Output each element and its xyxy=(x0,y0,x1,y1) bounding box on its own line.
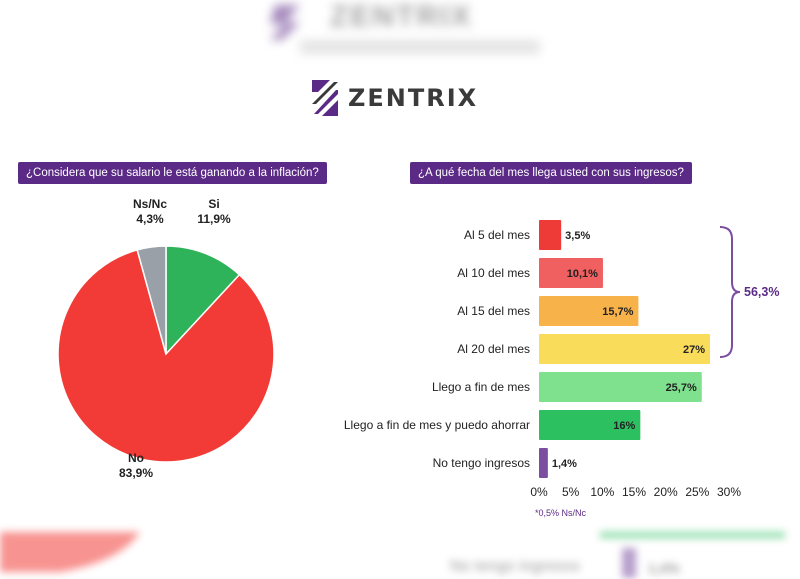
bar-category-label: No tengo ingresos xyxy=(433,456,530,470)
pie-slice-si-value-label: 11,9% xyxy=(197,212,231,226)
blurred-shapes xyxy=(0,532,785,578)
blurred-brand-text: ZENTRIX xyxy=(330,0,473,33)
pie-slice-ns-nc xyxy=(136,245,167,355)
bar-4 xyxy=(539,334,710,364)
pie-slice-no xyxy=(57,248,275,463)
x-tick-label: 25% xyxy=(685,485,709,499)
blurred-bottom-label: No tengo ingresos xyxy=(450,558,580,575)
pie-chart-title: ¿Considera que su salario le está ganand… xyxy=(18,162,327,184)
bar-1 xyxy=(539,220,562,250)
footnote: *0,5% Ns/Nc xyxy=(535,508,587,518)
bracket-icon xyxy=(719,226,741,358)
x-tick-label: 0% xyxy=(530,485,548,499)
zentrix-logo-icon xyxy=(312,80,338,116)
bar-category-label: Llego a fin de mes y puedo ahorrar xyxy=(344,418,530,432)
x-tick-label: 5% xyxy=(562,485,580,499)
pie-slice-si xyxy=(165,245,241,356)
bar-value-label: 1,4% xyxy=(552,458,577,470)
bar-2 xyxy=(539,258,603,288)
bar-value-label: 27% xyxy=(683,344,705,356)
bar-7 xyxy=(539,448,548,478)
bar-value-label: 10,1% xyxy=(567,268,598,280)
bar-category-label: Al 10 del mes xyxy=(457,266,530,280)
bar-category-label: Al 20 del mes xyxy=(457,342,530,356)
brand-logo: ZENTRIX xyxy=(308,78,478,118)
pie-slice-ns-nc-label: Ns/Nc xyxy=(133,197,167,211)
x-tick-label: 10% xyxy=(590,485,614,499)
bar-value-label: 15,7% xyxy=(602,306,633,318)
x-tick-label: 15% xyxy=(622,485,646,499)
bar-category-label: Al 5 del mes xyxy=(464,228,530,242)
bar-value-label: 3,5% xyxy=(565,230,590,242)
blurred-logo-icon xyxy=(270,5,540,54)
bar-value-label: 25,7% xyxy=(666,382,697,394)
blurred-header-echo: ZENTRIX xyxy=(0,0,800,58)
blurred-footer-echo: No tengo ingresos 1,4% xyxy=(0,532,800,579)
bar-6 xyxy=(539,410,641,440)
bar-chart: Al 5 del mes 3,5% Al 10 del mes 10,1% Al 15 … xyxy=(344,220,779,499)
blurred-bottom-value: 1,4% xyxy=(648,560,680,576)
bar-value-label: 16% xyxy=(613,420,635,432)
bar-category-label: Al 15 del mes xyxy=(457,304,530,318)
x-tick-label: 20% xyxy=(654,485,678,499)
bar-chart-title: ¿A qué fecha del mes llega usted con sus… xyxy=(410,162,692,184)
bar-5 xyxy=(539,372,702,402)
pie-slice-no-label: No xyxy=(128,451,144,465)
brand-name: ZENTRIX xyxy=(348,84,479,112)
x-tick-label: 30% xyxy=(717,485,741,499)
pie-slice-si-label: Si xyxy=(208,197,219,211)
pie-slice-ns-nc-value-label: 4,3% xyxy=(136,212,164,226)
pie-slice-no-value-label: 83,9% xyxy=(119,466,153,480)
bar-category-label: Llego a fin de mes xyxy=(432,380,530,394)
bar-3 xyxy=(539,296,639,326)
bracket-label: 56,3% xyxy=(744,285,779,299)
